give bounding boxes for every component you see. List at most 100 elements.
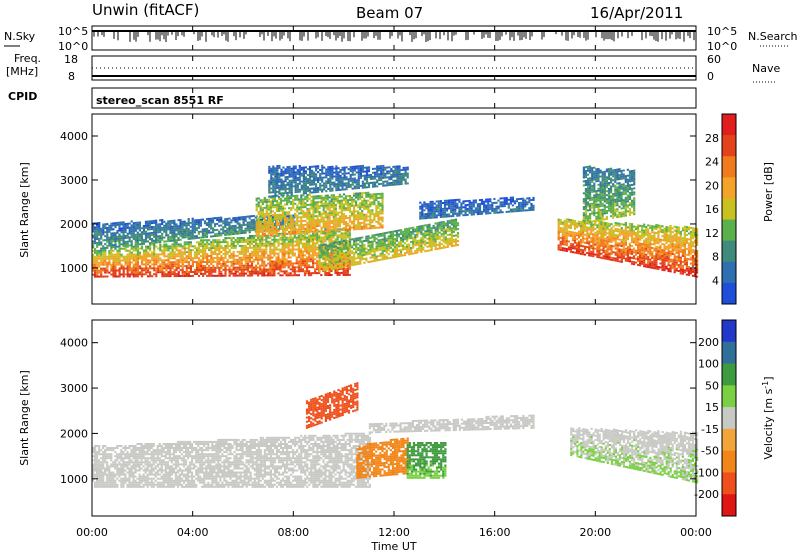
power-cell xyxy=(240,270,243,273)
power-cell xyxy=(377,216,380,219)
power-cell xyxy=(410,231,413,234)
power-cell xyxy=(208,264,211,267)
power-cell xyxy=(134,223,137,226)
power-cell xyxy=(304,198,307,201)
power-cell xyxy=(147,253,150,256)
power-cell xyxy=(275,256,278,259)
power-cell xyxy=(442,234,445,237)
power-cell xyxy=(187,230,190,232)
power-cell xyxy=(252,228,255,231)
power-cell xyxy=(132,273,135,276)
power-cell xyxy=(327,166,330,169)
power-cell xyxy=(438,235,441,238)
power-cell xyxy=(369,221,372,224)
power-cell xyxy=(238,232,241,235)
power-cell xyxy=(167,259,170,262)
power-cell xyxy=(371,260,374,263)
power-cell xyxy=(334,209,337,212)
power-cell xyxy=(212,257,215,259)
power-cell xyxy=(279,233,283,236)
power-cell xyxy=(330,258,333,261)
power-cell xyxy=(283,236,286,239)
power-cell xyxy=(244,266,247,269)
power-cell xyxy=(122,271,125,274)
power-cell xyxy=(185,257,188,260)
power-cell xyxy=(284,229,287,232)
power-cell xyxy=(348,199,352,201)
power-cell xyxy=(134,259,137,262)
power-cell xyxy=(310,221,313,224)
power-cell xyxy=(326,234,329,237)
power-cell xyxy=(271,262,274,265)
power-cell xyxy=(273,244,276,247)
power-cell xyxy=(367,239,370,242)
power-cell xyxy=(98,257,101,260)
power-cell xyxy=(234,224,237,227)
power-cell xyxy=(102,247,105,250)
power-cell xyxy=(187,234,190,236)
power-cell xyxy=(357,192,360,195)
power-cell xyxy=(114,243,117,246)
power-cell xyxy=(250,274,254,277)
power-cell xyxy=(120,237,123,240)
power-cell xyxy=(207,219,211,222)
power-cell xyxy=(214,266,217,269)
power-cell xyxy=(359,198,362,201)
power-cell xyxy=(224,224,227,226)
power-cell xyxy=(338,250,342,253)
power-cell xyxy=(393,246,396,249)
power-cell xyxy=(132,228,135,231)
power-cell xyxy=(357,220,360,223)
power-cell xyxy=(261,213,264,215)
power-cell xyxy=(144,222,148,225)
power-cell xyxy=(232,260,235,263)
power-cell xyxy=(322,261,325,264)
power-cell xyxy=(132,271,135,274)
power-cell xyxy=(299,238,302,241)
power-cell xyxy=(328,240,331,243)
power-cell xyxy=(214,225,217,228)
power-cell xyxy=(310,225,313,228)
power-cell xyxy=(351,226,354,229)
power-cell xyxy=(179,253,182,256)
power-cell xyxy=(377,245,380,248)
power-cell xyxy=(298,188,301,191)
power-cell xyxy=(210,253,213,256)
power-cell xyxy=(324,259,327,262)
power-cell xyxy=(226,251,229,253)
power-cell xyxy=(197,247,201,250)
power-cell xyxy=(134,227,137,230)
power-cell xyxy=(373,203,376,206)
power-cell xyxy=(338,223,341,226)
power-cell xyxy=(424,230,427,233)
power-cell xyxy=(345,251,348,254)
power-cell xyxy=(200,249,203,252)
power-cell xyxy=(272,165,275,168)
power-cell xyxy=(299,252,302,255)
power-cell xyxy=(292,177,295,180)
power-cell xyxy=(94,267,97,270)
power-cell xyxy=(136,221,139,224)
power-cell xyxy=(404,236,407,239)
power-cell xyxy=(197,219,200,221)
power-cell xyxy=(359,244,362,247)
power-cell xyxy=(320,204,323,207)
power-cell xyxy=(279,250,282,253)
power-cell xyxy=(326,228,329,231)
power-cell xyxy=(189,241,192,244)
power-cell xyxy=(282,174,285,177)
power-cell xyxy=(373,217,376,219)
power-cell xyxy=(340,203,343,206)
power-cell xyxy=(173,223,176,226)
power-cell xyxy=(153,273,156,276)
power-cell xyxy=(200,267,203,269)
power-cell xyxy=(102,275,105,278)
power-cell xyxy=(220,247,223,249)
power-cell xyxy=(212,217,215,220)
power-cell xyxy=(193,219,196,222)
power-cell xyxy=(348,197,352,199)
power-cell xyxy=(440,227,443,230)
power-cell xyxy=(312,191,316,194)
power-cell xyxy=(395,253,399,256)
power-cell xyxy=(175,241,178,244)
